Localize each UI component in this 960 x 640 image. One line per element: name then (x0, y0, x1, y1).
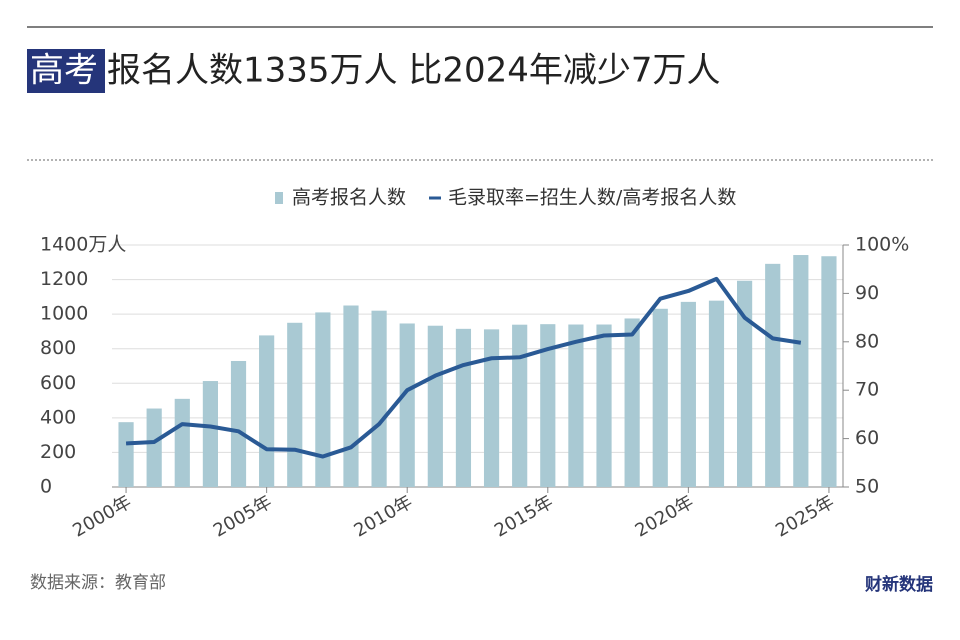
bar (399, 323, 415, 487)
bar (315, 312, 331, 487)
bar (146, 408, 162, 487)
y-tick-label: 200 (40, 441, 76, 463)
y-tick-label: 0 (40, 476, 52, 498)
bar (343, 305, 359, 487)
bar (708, 300, 725, 487)
legend-swatch (275, 192, 283, 204)
bar (568, 324, 584, 487)
x-tick-label: 2000年 (69, 491, 135, 541)
logo: 财新数据 (864, 574, 933, 595)
bar (512, 324, 528, 487)
x-tick-label: 2025年 (772, 491, 838, 541)
bar (737, 280, 753, 487)
bar (202, 381, 218, 487)
bar (230, 360, 247, 487)
x-tick-label: 2010年 (350, 491, 416, 541)
bar (680, 301, 696, 487)
bar (371, 310, 387, 487)
bar (793, 255, 809, 487)
y2-tick-label: 90 (855, 282, 879, 304)
y-tick-label: 1200 (40, 268, 88, 290)
y2-tick-label: 70 (855, 379, 879, 401)
x-tick-label: 2015年 (491, 491, 557, 541)
line (125, 276, 802, 459)
x-tick-label: 2005年 (210, 491, 276, 541)
bar (540, 324, 556, 487)
bar (483, 329, 500, 487)
legend-label: 高考报名人数 (292, 187, 406, 209)
title-highlight: 高考 (30, 51, 98, 91)
bar (652, 308, 668, 487)
bar (287, 322, 303, 487)
bar (174, 398, 190, 487)
bar (427, 325, 443, 487)
y-tick-label: 1000 (40, 303, 88, 325)
y2-tick-label: 80 (855, 330, 879, 352)
legend-label: 毛录取率=招生人数/高考报名人数 (448, 187, 736, 209)
y-tick-label: 600 (40, 372, 76, 394)
y2-tick-label: 50 (855, 476, 879, 498)
title-highlight-box (27, 49, 105, 93)
x-tick-label: 2020年 (632, 491, 698, 541)
chart-title: 报名人数1335万人 比2024年减少7万人 (107, 51, 721, 91)
source: 数据来源：教育部 (30, 573, 166, 593)
y2-tick-label: 100% (855, 234, 909, 256)
y2-tick-label: 60 (855, 427, 879, 449)
bar (624, 318, 640, 487)
bar (259, 335, 275, 487)
y-tick-label: 400 (40, 406, 76, 428)
y-tick-label: 800 (40, 337, 76, 359)
bar (821, 256, 837, 487)
bar (596, 324, 612, 487)
bar (765, 263, 781, 487)
y-tick-label: 1400万人 (40, 234, 126, 256)
bar (118, 422, 134, 487)
bar (455, 328, 472, 487)
